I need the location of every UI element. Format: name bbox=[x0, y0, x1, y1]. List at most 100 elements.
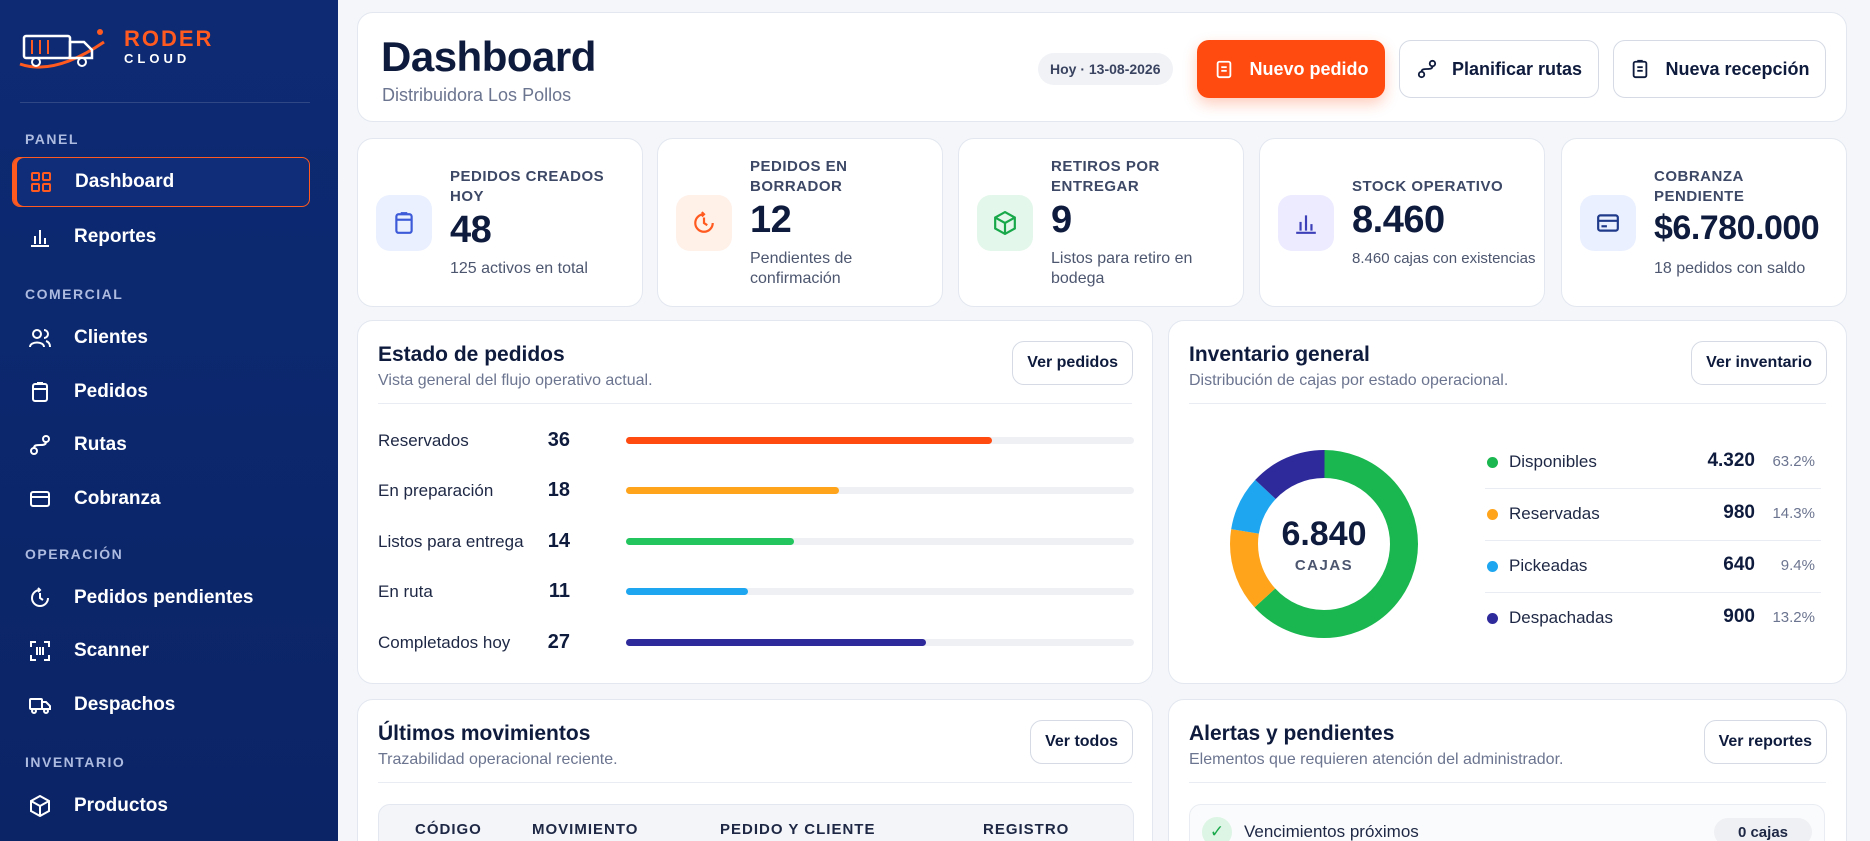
sidebar-item-pedidos[interactable]: Pedidos bbox=[12, 367, 310, 417]
column-header-code[interactable]: CÓDIGO bbox=[415, 821, 482, 838]
kpi-note: Listos para retiro en bodega bbox=[1051, 250, 1193, 287]
view-all-button[interactable]: Ver todos bbox=[1030, 720, 1133, 764]
status-bar-fill bbox=[626, 538, 794, 545]
legend-row-despachadas: Despachadas 900 13.2% bbox=[1485, 593, 1821, 645]
sidebar-item-label: Productos bbox=[74, 795, 168, 816]
new-order-label: Nuevo pedido bbox=[1249, 58, 1369, 79]
kpi-card-draft-orders[interactable]: PEDIDOS EN BORRADOR 12 Pendientes de con… bbox=[657, 138, 943, 307]
kpi-label: PEDIDOS EN BORRADOR bbox=[750, 158, 848, 195]
view-orders-button[interactable]: Ver pedidos bbox=[1012, 341, 1133, 385]
credit-card-icon bbox=[1580, 195, 1636, 251]
panel-divider bbox=[378, 403, 1132, 404]
legend-row-disponibles: Disponibles 4.320 63.2% bbox=[1485, 437, 1821, 489]
new-order-button[interactable]: Nuevo pedido bbox=[1197, 40, 1385, 98]
kpi-value: $6.780.000 bbox=[1654, 209, 1820, 247]
brand-sub: CLOUD bbox=[124, 51, 191, 66]
status-bar-fill bbox=[626, 487, 840, 494]
column-header-movement[interactable]: MOVIMIENTO bbox=[532, 821, 639, 838]
sidebar-section-panel: PANEL bbox=[25, 131, 79, 147]
column-header-order-client[interactable]: PEDIDO Y CLIENTE bbox=[720, 821, 876, 838]
alert-row[interactable]: ✓ Vencimientos próximos 0 cajas bbox=[1189, 804, 1825, 841]
kpi-card-orders-today[interactable]: PEDIDOS CREADOS HOY 48 125 activos en to… bbox=[357, 138, 643, 307]
sidebar-item-productos[interactable]: Productos bbox=[12, 781, 310, 831]
panel-divider bbox=[378, 782, 1132, 783]
status-value: 36 bbox=[547, 429, 570, 451]
view-reports-button[interactable]: Ver reportes bbox=[1703, 720, 1827, 764]
donut-segment-reservadas bbox=[1230, 450, 1418, 638]
kpi-label: RETIROS POR ENTREGAR bbox=[1051, 158, 1160, 195]
brand-logo[interactable]: RODER CLOUD bbox=[14, 22, 213, 72]
route-icon bbox=[28, 433, 52, 457]
sidebar-item-clientes[interactable]: Clientes bbox=[12, 313, 310, 363]
kpi-note: Pendientes de confirmación bbox=[750, 250, 853, 287]
sidebar-item-dashboard[interactable]: Dashboard bbox=[12, 157, 310, 207]
clock-refresh-icon bbox=[28, 586, 52, 610]
status-value: 18 bbox=[547, 479, 570, 501]
inventory-donut-chart bbox=[1230, 450, 1418, 638]
kpi-value: 48 bbox=[450, 209, 492, 251]
sidebar-item-label: Clientes bbox=[74, 327, 148, 348]
sidebar-item-pedidos-pendientes[interactable]: Pedidos pendientes bbox=[12, 573, 310, 623]
kpi-note: 18 pedidos con saldo bbox=[1654, 260, 1806, 277]
panel-subtitle: Elementos que requieren atención del adm… bbox=[1189, 751, 1564, 768]
truck-icon bbox=[28, 693, 52, 717]
kpi-card-collections[interactable]: COBRANZA PENDIENTE $6.780.000 18 pedidos… bbox=[1561, 138, 1847, 307]
panel-subtitle: Vista general del flujo operativo actual… bbox=[378, 372, 653, 389]
status-bar-track bbox=[626, 487, 1134, 494]
panel-divider bbox=[1189, 782, 1826, 783]
kpi-note: 125 activos en total bbox=[450, 260, 588, 277]
sidebar-section-operacion: OPERACIÓN bbox=[25, 546, 124, 562]
status-value: 27 bbox=[547, 631, 570, 653]
movements-table-header: CÓDIGO MOVIMIENTO PEDIDO Y CLIENTE REGIS… bbox=[378, 804, 1134, 841]
legend-value: 980 bbox=[1723, 502, 1755, 523]
sidebar-item-scanner[interactable]: Scanner bbox=[12, 626, 310, 676]
brand-name: RODER bbox=[124, 26, 214, 51]
new-reception-label: Nueva recepción bbox=[1665, 58, 1810, 79]
donut-segment-despachadas bbox=[1230, 450, 1418, 638]
sidebar-item-despachos[interactable]: Despachos bbox=[12, 680, 310, 730]
credit-card-icon bbox=[28, 487, 52, 511]
order-status-panel: Estado de pedidos Vista general del fluj… bbox=[357, 320, 1153, 684]
page-title: Dashboard bbox=[381, 33, 596, 80]
legend-label: Pickeadas bbox=[1509, 556, 1588, 575]
bar-chart-icon bbox=[1278, 195, 1334, 251]
kpi-label: STOCK OPERATIVO bbox=[1352, 178, 1504, 195]
status-label: Reservados bbox=[378, 431, 469, 450]
kpi-value: 12 bbox=[750, 199, 792, 241]
kpi-value: 9 bbox=[1051, 199, 1072, 241]
alert-count-badge: 0 cajas bbox=[1713, 818, 1812, 841]
panel-title: Últimos movimientos bbox=[378, 722, 591, 745]
status-row-listos: Listos para entrega 14 bbox=[378, 530, 1134, 554]
kpi-card-stock[interactable]: STOCK OPERATIVO 8.460 8.460 cajas con ex… bbox=[1259, 138, 1545, 307]
clipboard-icon bbox=[28, 380, 52, 404]
legend-label: Despachadas bbox=[1509, 608, 1613, 627]
clock-refresh-icon bbox=[676, 195, 732, 251]
kpi-label: PEDIDOS CREADOS HOY bbox=[450, 168, 605, 205]
status-bar-fill bbox=[626, 437, 992, 444]
status-row-reservados: Reservados 36 bbox=[378, 429, 1134, 453]
legend-dot bbox=[1487, 561, 1498, 572]
box-icon bbox=[28, 794, 52, 818]
donut-total-label: CAJAS bbox=[1294, 557, 1354, 574]
status-label: Completados hoy bbox=[378, 633, 511, 652]
column-header-registry[interactable]: REGISTRO bbox=[983, 821, 1070, 838]
legend-dot bbox=[1487, 457, 1498, 468]
sidebar-item-rutas[interactable]: Rutas bbox=[12, 420, 310, 470]
box-icon bbox=[977, 195, 1033, 251]
plan-routes-button[interactable]: Planificar rutas bbox=[1399, 40, 1599, 98]
sidebar-item-reportes[interactable]: Reportes bbox=[12, 212, 310, 262]
status-value: 14 bbox=[547, 530, 570, 552]
sidebar-divider bbox=[20, 102, 310, 103]
status-label: Listos para entrega bbox=[378, 532, 524, 551]
sidebar-item-label: Pedidos pendientes bbox=[74, 587, 254, 608]
kpi-card-pickups[interactable]: RETIROS POR ENTREGAR 9 Listos para retir… bbox=[958, 138, 1244, 307]
view-inventory-button[interactable]: Ver inventario bbox=[1691, 341, 1827, 385]
sidebar-item-label: Dashboard bbox=[75, 171, 175, 192]
new-reception-button[interactable]: Nueva recepción bbox=[1613, 40, 1826, 98]
sidebar-item-cobranza[interactable]: Cobranza bbox=[12, 474, 310, 524]
panel-subtitle: Distribución de cajas por estado operaci… bbox=[1189, 372, 1509, 389]
clipboard-icon bbox=[376, 195, 432, 251]
sidebar-item-label: Pedidos bbox=[74, 381, 148, 402]
status-row-completados: Completados hoy 27 bbox=[378, 631, 1134, 655]
clipboard-icon bbox=[1213, 58, 1235, 80]
